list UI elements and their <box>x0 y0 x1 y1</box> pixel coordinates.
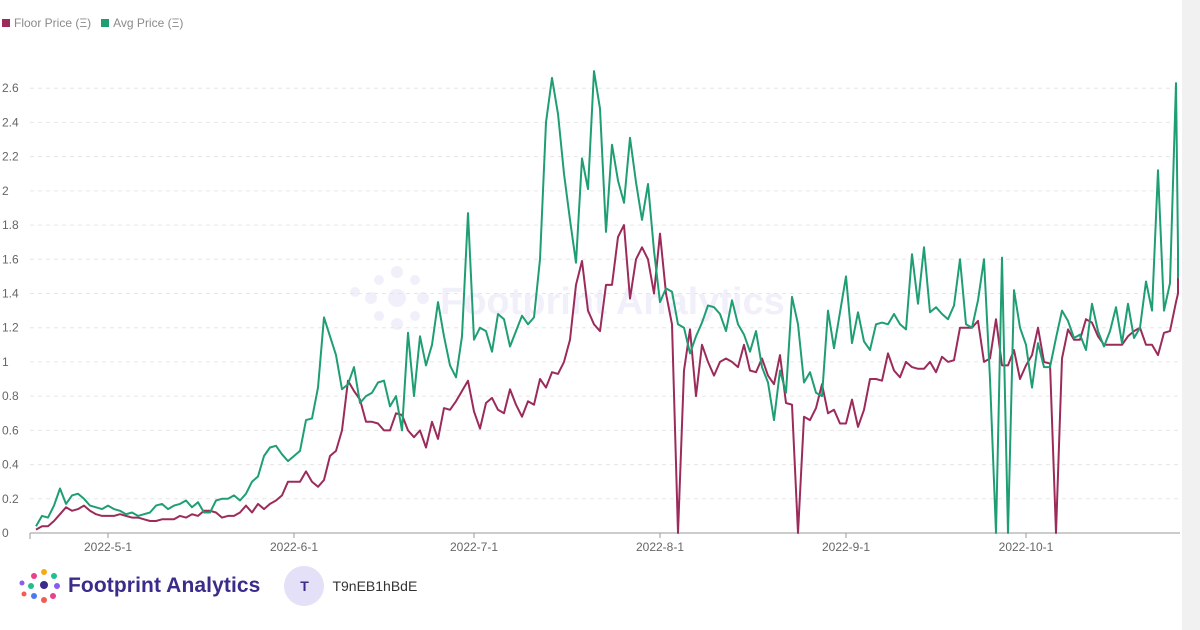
y-tick-label: 2.2 <box>2 150 19 164</box>
legend-item-floor-price[interactable]: Floor Price (Ξ) <box>2 16 91 30</box>
x-tick-label: 2022-6-1 <box>270 540 318 554</box>
y-tick-label: 0.8 <box>2 389 19 403</box>
y-tick-label: 0.4 <box>2 458 19 472</box>
y-tick-label: 1.8 <box>2 218 19 232</box>
y-tick-label: 2.4 <box>2 115 19 129</box>
legend-swatch-floor-price <box>2 19 10 27</box>
y-tick-label: 2 <box>2 184 9 198</box>
y-tick-label: 2.6 <box>2 81 19 95</box>
watermark-logo-icon <box>350 266 429 330</box>
x-tick-label: 2022-7-1 <box>450 540 498 554</box>
user-name: T9nEB1hBdE <box>332 578 418 594</box>
x-tick-label: 2022-9-1 <box>822 540 870 554</box>
user-badge[interactable]: T T9nEB1hBdE <box>284 566 417 606</box>
series-line-avg-price[interactable] <box>35 70 1179 534</box>
chart-series <box>35 70 1179 534</box>
chart-legend: Floor Price (Ξ) Avg Price (Ξ) <box>2 16 183 30</box>
footer: Footprint Analytics T T9nEB1hBdE <box>18 565 417 607</box>
series-line-floor-price[interactable] <box>35 224 1179 534</box>
y-tick-label: 1.6 <box>2 252 19 266</box>
footprint-logo-icon <box>19 569 60 603</box>
x-tick-label: 2022-8-1 <box>636 540 684 554</box>
y-tick-label: 1 <box>2 355 9 369</box>
brand[interactable]: Footprint Analytics <box>18 566 260 606</box>
x-axis: 2022-5-1 2022-6-1 2022-7-1 2022-8-1 2022-9-1… <box>29 532 1180 554</box>
y-axis: 0 0.2 0.4 0.6 0.8 1 1.2 1.4 1.6 1.8 2 2.2 2.4 2.6 <box>2 81 19 540</box>
watermark: Footprint Analytics <box>350 266 785 330</box>
y-tick-label: 0.2 <box>2 492 19 506</box>
legend-label-floor-price: Floor Price (Ξ) <box>14 16 92 30</box>
legend-item-avg-price[interactable]: Avg Price (Ξ) <box>101 16 183 30</box>
brand-name: Footprint Analytics <box>68 574 261 597</box>
x-tick-label: 2022-10-1 <box>999 540 1054 554</box>
legend-swatch-avg-price <box>101 19 110 27</box>
y-tick-label: 0.6 <box>2 423 19 437</box>
scroll-strip <box>1182 0 1200 630</box>
y-tick-label: 1.4 <box>2 287 19 301</box>
x-tick-label: 2022-5-1 <box>84 540 132 554</box>
y-tick-label: 0 <box>2 526 9 540</box>
y-tick-label: 1.2 <box>2 321 19 335</box>
legend-label-avg-price: Avg Price (Ξ) <box>113 16 184 30</box>
avatar: T <box>284 566 325 606</box>
